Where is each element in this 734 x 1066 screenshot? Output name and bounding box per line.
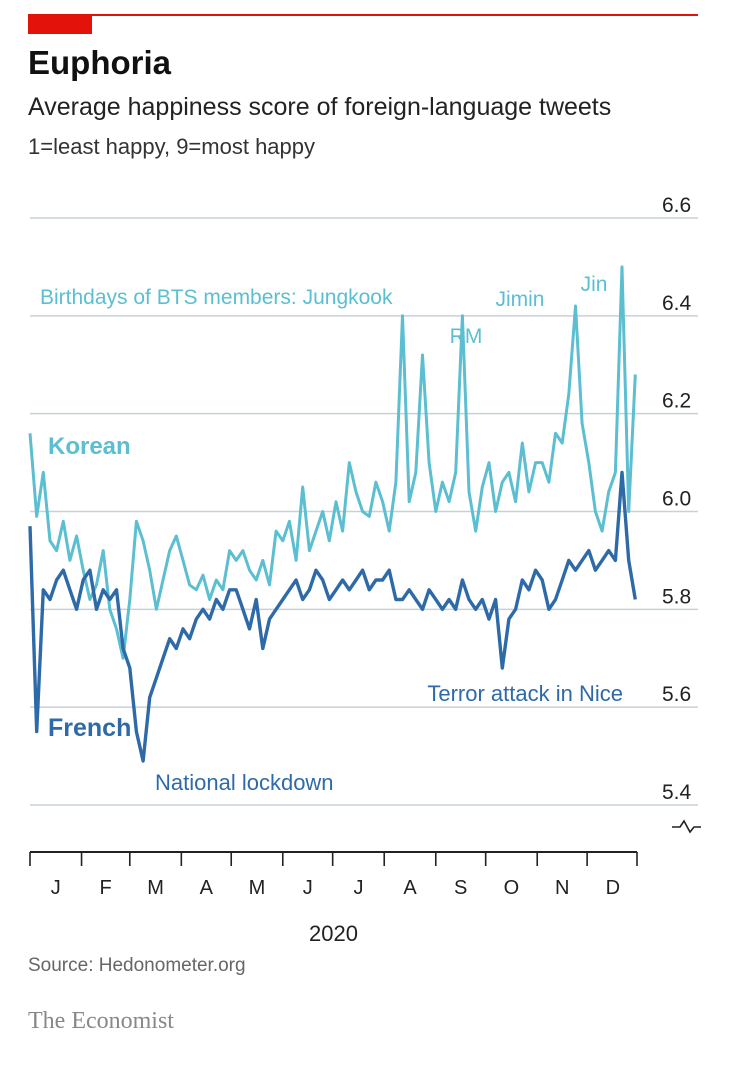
x-tick-label: J (303, 877, 313, 899)
x-tick-label: S (454, 877, 467, 899)
x-tick-label: M (249, 877, 266, 899)
x-tick-label: F (100, 877, 112, 899)
x-tick-label: J (353, 877, 363, 899)
x-axis-year-label: 2020 (309, 921, 358, 946)
top-rule (28, 14, 698, 16)
x-tick-label: J (51, 877, 61, 899)
y-tick-label: 6.4 (662, 292, 692, 315)
axis-break-icon (672, 819, 701, 834)
units-note: 1=least happy, 9=most happy (28, 134, 316, 159)
source-note: Source: Hedonometer.org (28, 955, 246, 976)
annotation-label: Jin (581, 273, 608, 296)
x-tick-label: N (555, 877, 569, 899)
y-tick-label: 6.2 (662, 390, 691, 413)
annotation-label: Jimin (495, 288, 544, 311)
annotation-label: Korean (48, 433, 131, 460)
annotation-label: RM (450, 325, 483, 348)
series-line-korean (28, 265, 637, 660)
y-tick-label: 5.6 (662, 683, 691, 706)
annotation-label: National lockdown (155, 770, 334, 795)
annotation-label: Birthdays of BTS members: Jungkook (40, 286, 393, 309)
annotation-label: French (48, 714, 131, 742)
chart-title: Euphoria (28, 44, 172, 81)
brand-tag (28, 14, 92, 34)
brand-logo: The Economist (28, 1008, 174, 1034)
y-tick-label: 6.0 (662, 488, 691, 511)
line-chart: 5.4 5.6 5.8 6.0 6.2 6.4 6.6 J F M A M J J A S O N D 2020 Bir… (28, 194, 701, 946)
annotation-label: Terror attack in Nice (427, 681, 623, 706)
x-tick-label: A (403, 877, 417, 899)
x-tick-label: A (200, 877, 214, 899)
x-tick-label: D (606, 877, 620, 899)
y-tick-label: 5.4 (662, 781, 692, 804)
y-tick-label: 5.8 (662, 585, 691, 608)
series-line-french (28, 470, 637, 763)
x-tick-label: M (147, 877, 164, 899)
y-tick-label: 6.6 (662, 194, 691, 217)
chart-subtitle: Average happiness score of foreign-langu… (28, 93, 612, 121)
x-tick-label: O (504, 877, 520, 899)
